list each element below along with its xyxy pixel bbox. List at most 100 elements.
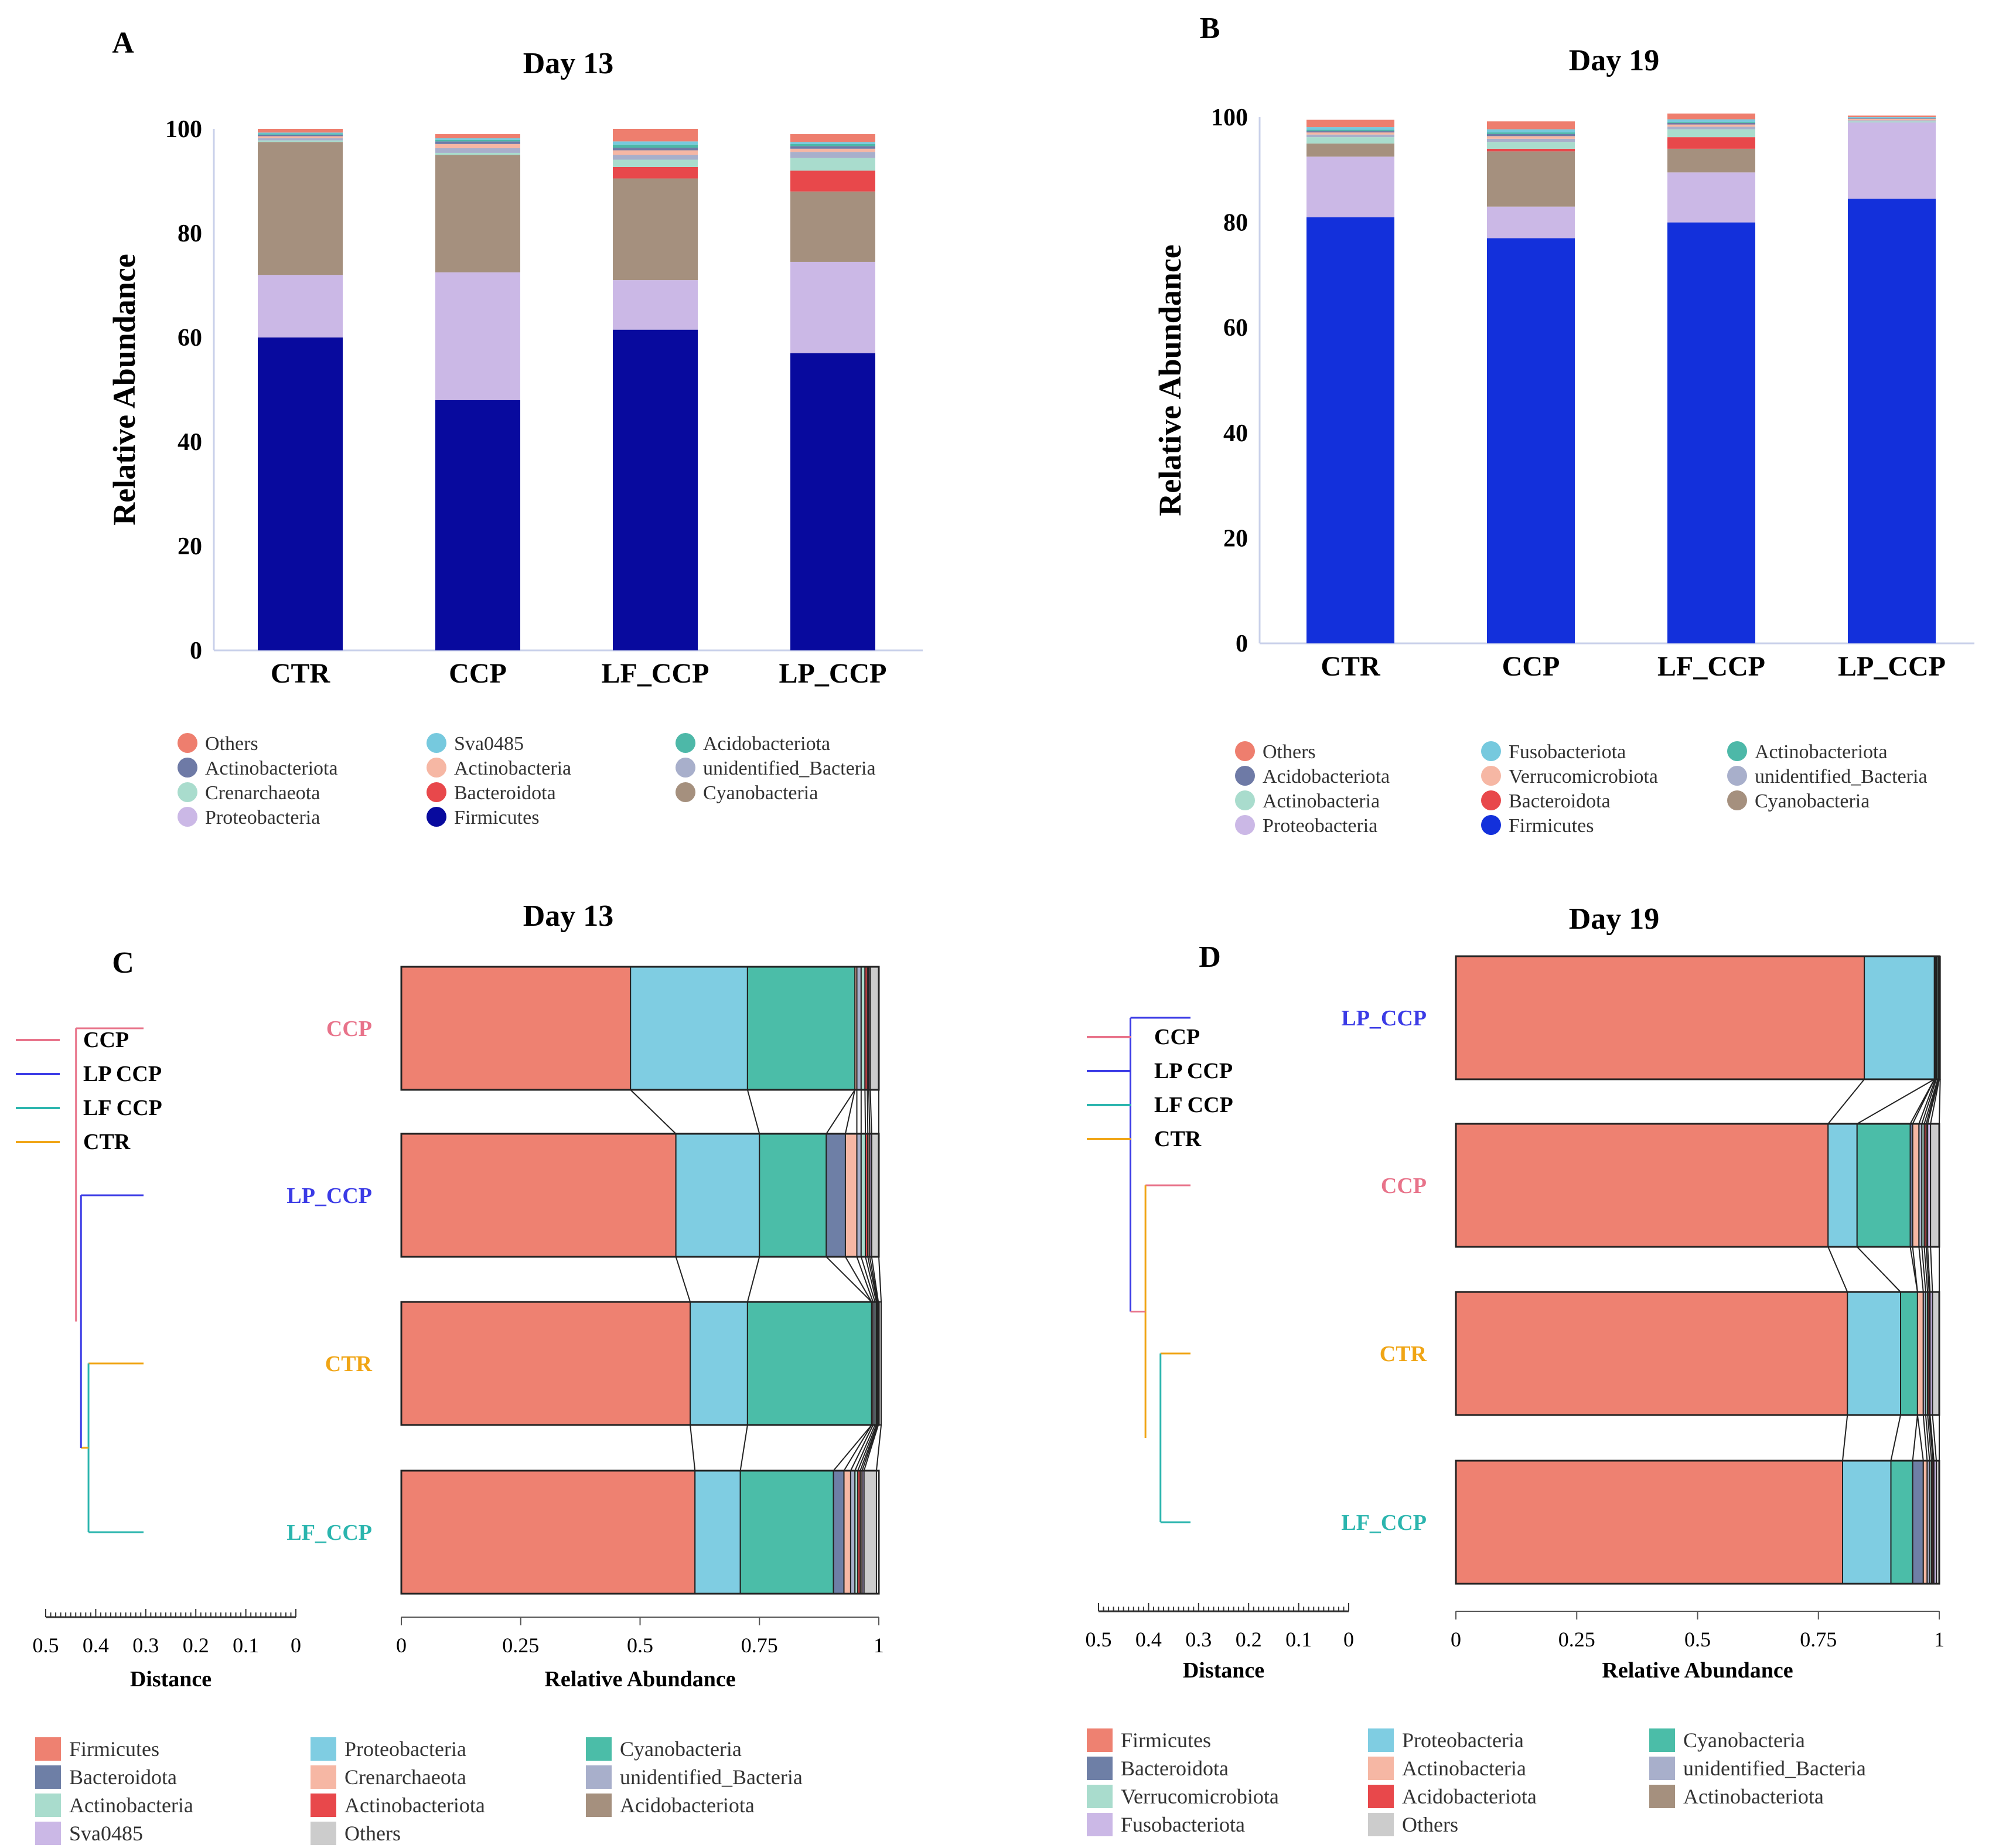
bar-segment-others xyxy=(1667,113,1755,120)
legend-swatch xyxy=(1235,815,1255,835)
dendrogram-leaf-label: CTR xyxy=(325,1352,373,1376)
bar-segment-firmicutes xyxy=(1487,238,1575,643)
bar-segment-firmicutes xyxy=(1455,1460,1843,1584)
legend-label: Proteobacteria xyxy=(344,1737,466,1761)
x-tick-label: 1 xyxy=(874,1634,884,1657)
bar-segment-proteobacteria xyxy=(630,966,748,1090)
bar-segment-unidentified-bacteria xyxy=(258,138,343,141)
bar-segment-actinobacteria xyxy=(1848,121,1936,122)
bar-outline xyxy=(400,1469,880,1595)
legend-swatch xyxy=(1727,766,1747,786)
bar-segment-bacteroidota xyxy=(613,166,698,179)
bar-segment-actinobacteria xyxy=(1912,1123,1920,1247)
bar-segment-cyanobacteria xyxy=(435,155,520,272)
dendrogram-leaf-label: LP_CCP xyxy=(1341,1006,1427,1031)
bar-segment-unidentified-bacteria xyxy=(850,1470,856,1594)
bar-segment-firmicutes xyxy=(435,400,520,650)
bar-segment-verrucomicrobiota xyxy=(1848,118,1936,121)
connector-line xyxy=(1921,1079,1937,1124)
distance-tick-label: 0.1 xyxy=(233,1634,259,1657)
bar-segment-proteobacteria xyxy=(1667,172,1755,223)
panel-C: C Day 13 0 0.25 0.5 0.75 1 Relative Abundance 0.… xyxy=(16,899,884,1845)
legend-label: Actinobacteria xyxy=(454,758,571,779)
x-tick-label: 0.75 xyxy=(741,1634,778,1657)
y-axis-label: Relative Abundance xyxy=(107,254,142,526)
bar-segment-firmicutes xyxy=(790,353,875,650)
bar-segment-unidentified-bacteria xyxy=(435,148,520,153)
dendrogram-leaf-label: LF_CCP xyxy=(286,1520,372,1545)
x-tick-label: CTR xyxy=(271,658,331,689)
legend-swatch xyxy=(1235,766,1255,786)
legend-swatch xyxy=(1649,1728,1675,1752)
legend-swatch xyxy=(676,782,695,802)
bar-segment-proteobacteria xyxy=(1864,956,1935,1080)
legend-swatch xyxy=(1481,815,1501,835)
legend-swatch xyxy=(178,782,197,802)
connector-line xyxy=(825,1089,856,1134)
legend-swatch xyxy=(1481,790,1501,810)
connector-line xyxy=(1927,1246,1931,1293)
bar-segment-actinobacteriota xyxy=(613,148,698,151)
bar-segment-cyanobacteria xyxy=(790,191,875,262)
legend-swatch xyxy=(1235,741,1255,761)
bar-segment-unidentified-bacteria xyxy=(856,1133,862,1257)
legend-label: Actinobacteria xyxy=(1402,1757,1526,1780)
legend-label: Fusobacteriota xyxy=(1509,741,1626,763)
group-legend-label: CTR xyxy=(1154,1127,1202,1151)
connector-line xyxy=(860,1256,876,1303)
legend-swatch xyxy=(1368,1813,1394,1836)
connector-line xyxy=(856,1256,874,1303)
distance-tick-label: 0.1 xyxy=(1285,1628,1312,1651)
legend-label: Proteobacteria xyxy=(1263,815,1377,837)
bar-segment-bacteroidota xyxy=(1667,137,1755,149)
distance-tick-label: 0 xyxy=(291,1634,301,1657)
legend-swatch xyxy=(1087,1785,1113,1808)
bar-segment-verrucomicrobiota xyxy=(1306,132,1394,135)
bar-segment-actinobacteriota xyxy=(1667,122,1755,123)
dendrogram-leaf-label: LF_CCP xyxy=(1341,1511,1427,1535)
legend-label: Cyanobacteria xyxy=(1755,790,1870,812)
bar-outline xyxy=(400,966,880,1091)
group-legend-label: LP CCP xyxy=(83,1062,162,1086)
legend-label: Bacteroidota xyxy=(454,782,556,804)
panel-label: D xyxy=(1199,940,1221,974)
legend-label: Actinobacteria xyxy=(69,1794,193,1817)
bar-outline xyxy=(400,1301,880,1426)
connector-line xyxy=(867,1256,878,1303)
connector-line xyxy=(746,1256,760,1303)
panel-label: A xyxy=(112,26,134,60)
legend-swatch xyxy=(586,1765,612,1789)
connector-line xyxy=(1918,1079,1936,1124)
connector-line xyxy=(878,1256,882,1303)
connector-line xyxy=(1912,1414,1918,1461)
distance-tick-label: 0.3 xyxy=(132,1634,159,1657)
legend-label: Cyanobacteria xyxy=(620,1737,742,1761)
connector-line xyxy=(868,1089,871,1134)
bar-segment-sva0485 xyxy=(790,142,875,144)
x-tick-label: 1 xyxy=(1934,1628,1945,1651)
legend-swatch xyxy=(35,1794,61,1817)
distance-axis-label: Distance xyxy=(1183,1658,1264,1683)
legend-label: Acidobacteriota xyxy=(1402,1785,1537,1808)
bar-segment-fusobacteriota xyxy=(1667,119,1755,122)
bar-segment-crenarchaeota xyxy=(790,158,875,171)
bar-outline xyxy=(1455,1291,1940,1416)
bar-segment-sva0485 xyxy=(613,141,698,145)
bar-segment-acidobacteriota xyxy=(1306,131,1394,133)
legend-swatch xyxy=(1649,1757,1675,1780)
bar-segment-acidobacteriota xyxy=(1848,118,1936,119)
bar-segment-firmicutes xyxy=(1455,956,1865,1080)
legend-label: Crenarchaeota xyxy=(205,782,320,804)
bar-segment-crenarchaeota xyxy=(613,159,698,167)
bar-segment-proteobacteria xyxy=(258,275,343,337)
y-tick-label: 80 xyxy=(1223,210,1248,237)
connector-line xyxy=(1890,1414,1901,1461)
x-tick-label: 0 xyxy=(396,1634,407,1657)
bar-segment-unidentified-bacteria xyxy=(613,155,698,160)
legend-swatch xyxy=(1649,1785,1675,1808)
panel-B: B Day 19 0 20 40 60 80 100 Relative Abundance CTR… xyxy=(1152,12,1974,837)
connector-line xyxy=(1912,1246,1918,1293)
dendrogram-leaf-label: CTR xyxy=(1380,1342,1427,1366)
connector-line xyxy=(1925,1246,1930,1293)
bar-segment-proteobacteria xyxy=(1827,1123,1858,1247)
